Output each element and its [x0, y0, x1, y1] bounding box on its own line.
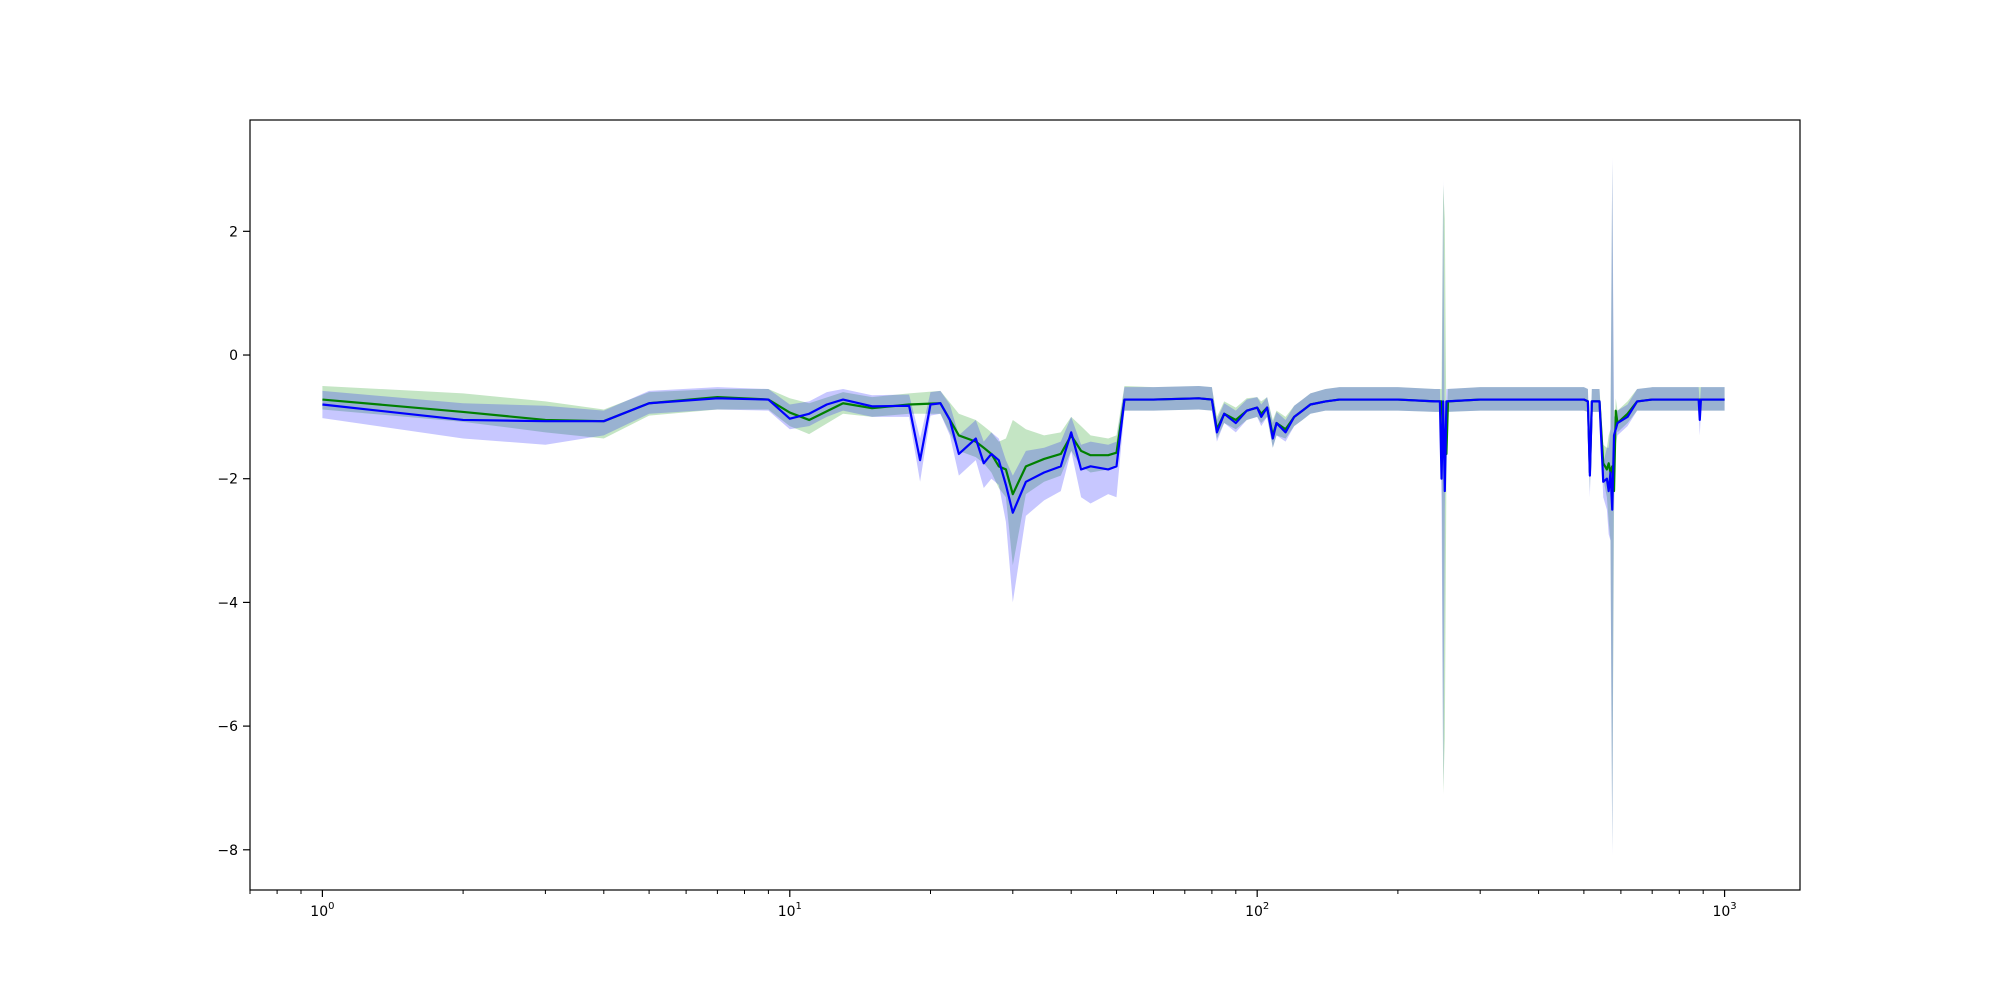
y-tick-label: −8: [217, 843, 238, 859]
y-tick-label: −2: [217, 472, 238, 488]
y-tick-label: 2: [229, 224, 238, 240]
series-1-confidence-band: [322, 157, 1725, 856]
y-tick-label: −4: [217, 595, 238, 611]
y-axis: 2 0 −2 −4 −6 −8: [217, 224, 250, 859]
x-tick-label: 101: [778, 901, 802, 920]
y-tick-label: 0: [229, 348, 238, 364]
series-layer: [322, 157, 1725, 856]
series-1-line: [322, 397, 1725, 514]
series-0-confidence-band: [322, 163, 1725, 850]
plot-frame: [249, 119, 1801, 891]
x-tick-label: 103: [1712, 901, 1736, 920]
x-tick-label: 100: [310, 901, 334, 920]
x-tick-label: 102: [1245, 901, 1269, 920]
x-axis: 100 101 102 103: [249, 890, 1737, 920]
plot-background: [250, 120, 1800, 890]
y-tick-label: −6: [217, 719, 238, 735]
